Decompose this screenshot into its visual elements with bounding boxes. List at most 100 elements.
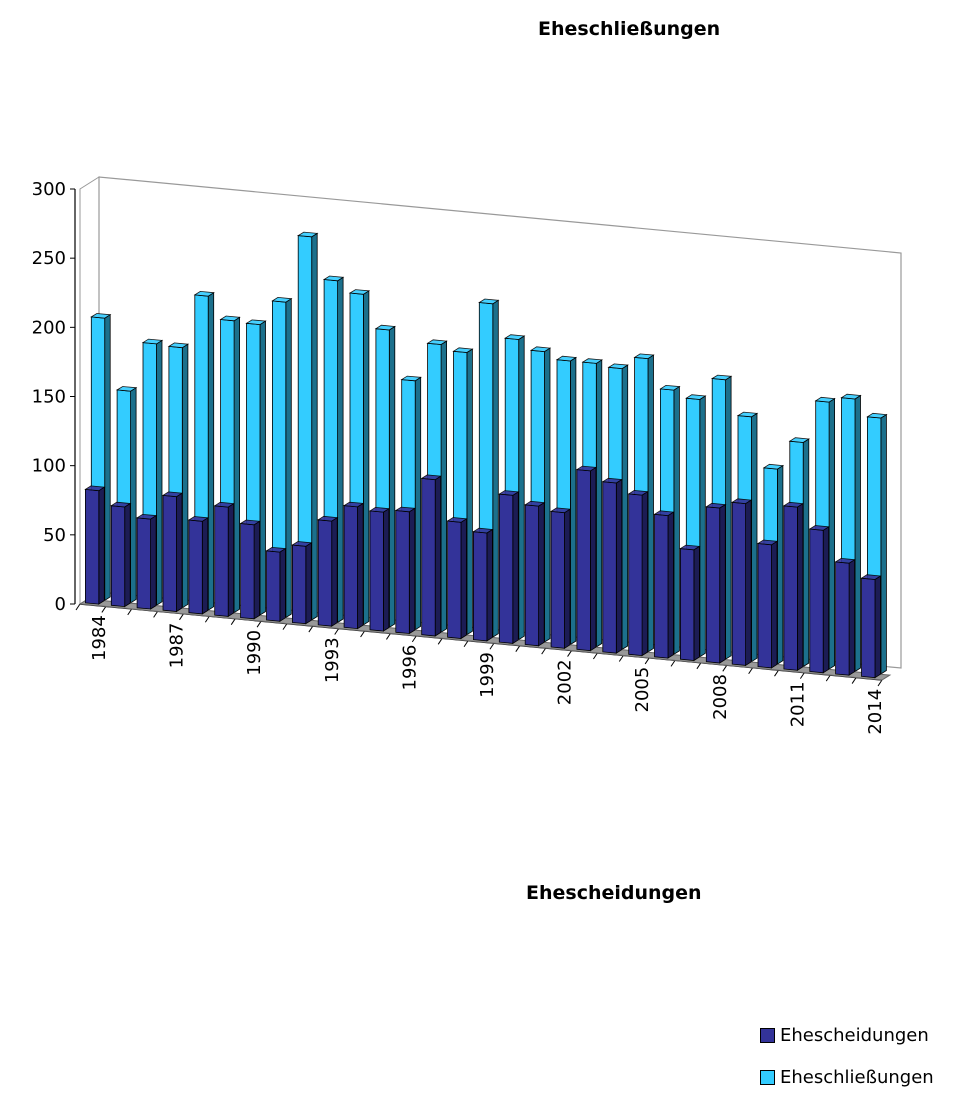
bar-ehescheidungen-top — [161, 491, 184, 498]
y-tick-label: 150 — [32, 387, 66, 408]
bar-ehescheidungen — [861, 577, 876, 679]
bar-ehescheidungen-side — [201, 517, 209, 615]
x-tick — [127, 608, 133, 616]
y-tick-label: 50 — [43, 525, 66, 546]
bar-ehescheidungen — [524, 504, 539, 647]
legend-label-ehescheidungen: Ehescheidungen — [780, 1024, 929, 1046]
x-tick — [308, 625, 314, 633]
bar-eheschliessungen-side — [259, 320, 266, 616]
bar-ehescheidungen-top — [317, 515, 339, 522]
bar-ehescheidungen-top — [498, 490, 520, 496]
bar-eheschliessungen-top — [736, 411, 759, 418]
bar-eheschliessungen-side — [233, 316, 241, 614]
bar-ehescheidungen-side — [797, 502, 804, 672]
bar-ehescheidungen-top — [860, 574, 882, 580]
bar-ehescheidungen — [136, 517, 152, 610]
y-tick-label: 0 — [55, 594, 66, 615]
bar-eheschliessungen-side — [104, 313, 111, 602]
bar-eheschliessungen-top — [478, 298, 500, 305]
x-tick — [463, 640, 469, 648]
bar-ehescheidungen-top — [472, 527, 494, 534]
bar-ehescheidungen-side — [771, 540, 778, 669]
bar-ehescheidungen-side — [615, 478, 623, 654]
x-tick — [334, 628, 340, 635]
bar-ehescheidungen-top — [782, 501, 805, 508]
bar-eheschliessungen-side — [181, 343, 189, 609]
legend-swatch-ehescheidungen — [760, 1027, 775, 1043]
bar-ehescheidungen — [317, 519, 333, 627]
x-tick — [748, 667, 754, 675]
bar-ehescheidungen-side — [305, 542, 312, 625]
legend-item-eheschliessungen: Eheschließungen — [760, 1066, 934, 1088]
bar-ehescheidungen — [757, 543, 772, 669]
bar-ehescheidungen-top — [239, 519, 261, 526]
bar-ehescheidungen-side — [874, 575, 881, 679]
legend-item-ehescheidungen: Ehescheidungen — [760, 1024, 934, 1046]
bar-ehescheidungen-side — [227, 502, 235, 618]
bar-ehescheidungen-top — [265, 546, 287, 553]
bar-eheschliessungen-top — [659, 384, 681, 391]
bar-eheschliessungen-top — [607, 363, 629, 370]
bar-ehescheidungen-side — [719, 503, 726, 664]
x-tick — [282, 623, 288, 630]
bar-eheschliessungen-top — [710, 374, 733, 381]
bar-eheschliessungen-top — [322, 275, 345, 282]
bar-eheschliessungen-top — [219, 315, 241, 322]
bar-ehescheidungen-top — [420, 474, 442, 481]
bar-ehescheidungen — [472, 531, 488, 642]
bar-ehescheidungen-top — [394, 506, 417, 513]
bar-eheschliessungen-top — [426, 339, 448, 345]
bar-eheschliessungen-side — [207, 291, 215, 611]
bar-ehescheidungen — [240, 523, 255, 620]
chart-subtitle: Ehescheidungen — [526, 882, 702, 904]
bar-eheschliessungen-side — [544, 347, 551, 643]
bar-ehescheidungen-top — [834, 557, 856, 564]
bar-eheschliessungen-top — [633, 353, 655, 360]
bar-ehescheidungen-side — [590, 466, 597, 652]
bar-eheschliessungen-side — [647, 354, 654, 653]
bar-ehescheidungen — [835, 561, 850, 676]
bar-eheschliessungen-side — [570, 356, 577, 646]
bar-ehescheidungen-top — [601, 477, 624, 484]
x-tick — [774, 669, 779, 677]
bar-eheschliessungen-side — [466, 348, 473, 636]
bar-ehescheidungen-side — [822, 526, 830, 674]
bar-ehescheidungen — [809, 528, 824, 674]
bar-ehescheidungen — [783, 505, 798, 671]
bar-ehescheidungen-side — [512, 491, 519, 645]
bar-eheschliessungen-side — [854, 394, 861, 673]
x-tick — [799, 672, 805, 679]
legend: Ehescheidungen Eheschließungen — [760, 1024, 934, 1108]
x-tick-label: 1987 — [166, 623, 187, 669]
bar-eheschliessungen-top — [296, 231, 319, 238]
x-tick — [256, 620, 262, 628]
x-tick-label: 1993 — [322, 637, 343, 683]
bar-ehescheidungen-side — [150, 514, 157, 610]
bar-eheschliessungen-side — [621, 364, 629, 651]
x-tick — [722, 665, 728, 672]
bar-eheschliessungen-side — [595, 359, 603, 648]
bar-ehescheidungen-side — [434, 475, 442, 637]
bar-ehescheidungen — [680, 548, 695, 661]
bar-eheschliessungen-top — [115, 386, 138, 392]
bar-eheschliessungen-side — [130, 386, 137, 604]
bar-ehescheidungen-top — [524, 500, 546, 507]
x-tick-label: 2005 — [632, 667, 653, 713]
x-tick — [360, 630, 365, 638]
x-tick — [411, 635, 417, 643]
series-ehescheidungen-bars — [84, 465, 882, 679]
bar-ehescheidungen — [162, 494, 177, 612]
bar-eheschliessungen-top — [141, 338, 164, 345]
bar-eheschliessungen-top — [529, 346, 552, 353]
bar-ehescheidungen-top — [368, 506, 391, 513]
x-tick — [593, 652, 598, 660]
x-tick — [153, 611, 159, 618]
bar-ehescheidungen — [291, 544, 307, 625]
x-tick-label: 2002 — [555, 659, 576, 705]
bar-ehescheidungen — [576, 469, 591, 652]
bar-ehescheidungen-top — [135, 513, 158, 520]
bar-eheschliessungen-top — [814, 396, 836, 403]
bar-eheschliessungen-top — [374, 324, 396, 331]
bar-eheschliessungen-side — [285, 297, 292, 619]
